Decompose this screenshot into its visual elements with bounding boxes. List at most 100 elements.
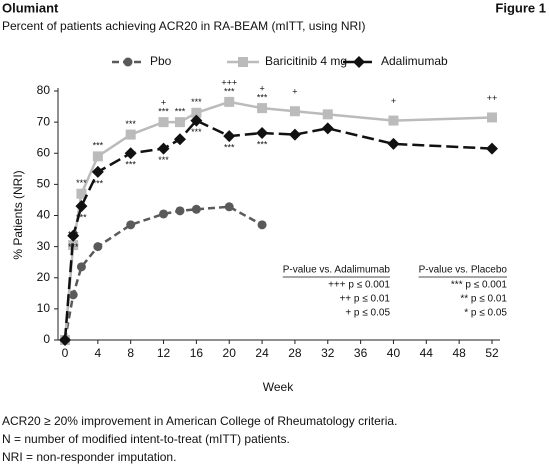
- significance-label: ***: [257, 92, 268, 102]
- x-tick-label: 48: [452, 346, 466, 360]
- point: [92, 151, 103, 162]
- pvalue-key-item: * p ≤ 0.05: [464, 308, 507, 319]
- x-tick-label: 16: [190, 346, 204, 360]
- point: [289, 106, 300, 117]
- significance-label: ***: [175, 107, 186, 117]
- legend-marker: [238, 57, 248, 67]
- point: [224, 202, 234, 212]
- significance-label: ***: [125, 160, 136, 170]
- x-tick-label: 40: [387, 346, 401, 360]
- significance-label: ***: [224, 143, 235, 153]
- legend-label: Adalimumab: [381, 54, 448, 68]
- significance-label: ***: [158, 107, 169, 117]
- x-tick-label: 12: [157, 346, 171, 360]
- y-tick-label: 20: [37, 270, 51, 284]
- y-tick-label: 0: [43, 332, 50, 346]
- legend-label: Baricitinib 4 mg: [265, 54, 347, 68]
- significance-label: +: [259, 83, 264, 93]
- x-tick-label: 28: [288, 346, 302, 360]
- x-tick-label: 44: [420, 346, 434, 360]
- significance-label: ***: [76, 178, 87, 188]
- pvalue-key-item: ** p ≤ 0.01: [460, 294, 507, 305]
- y-tick-label: 80: [37, 83, 51, 97]
- point: [157, 142, 170, 155]
- point: [190, 114, 203, 127]
- point: [158, 117, 169, 128]
- significance-label: ***: [158, 155, 169, 165]
- significance-label: ***: [76, 213, 87, 223]
- y-axis-label: % Patients (NRI): [11, 170, 25, 259]
- figure-label: Figure 1: [495, 0, 546, 15]
- significance-label: +: [292, 87, 297, 97]
- significance-label: ++: [487, 93, 498, 103]
- pvalue-key-title: P-value vs. Placebo: [419, 265, 508, 276]
- point: [159, 209, 169, 219]
- significance-label: ***: [125, 119, 136, 129]
- point: [224, 96, 235, 107]
- pvalue-key-item: + p ≤ 0.05: [345, 308, 390, 319]
- point: [191, 204, 201, 214]
- legend-label: Pbo: [150, 54, 172, 68]
- point: [257, 220, 267, 230]
- x-tick-label: 32: [321, 346, 335, 360]
- point: [68, 290, 78, 300]
- significance-label: +: [391, 96, 396, 106]
- significance-label: ***: [93, 178, 104, 188]
- point: [67, 229, 80, 242]
- pvalue-key-item: *** p ≤ 0.001: [451, 280, 508, 291]
- x-tick-label: 4: [95, 346, 102, 360]
- y-tick-label: 50: [37, 177, 51, 191]
- point: [91, 165, 104, 178]
- point: [173, 133, 186, 146]
- significance-label: ***: [68, 242, 79, 252]
- y-tick-label: 70: [37, 114, 51, 128]
- legend-marker: [353, 56, 365, 68]
- footnote: ACR20 ≥ 20% improvement in American Coll…: [2, 414, 397, 428]
- point: [75, 200, 88, 213]
- series-line: [63, 205, 263, 341]
- point: [191, 107, 202, 118]
- point: [321, 122, 334, 135]
- x-tick-label: 8: [127, 346, 134, 360]
- x-axis-label: Week: [263, 380, 294, 394]
- point: [93, 242, 103, 252]
- x-tick-label: 36: [354, 346, 368, 360]
- point: [486, 142, 498, 155]
- x-tick-label: 24: [255, 346, 269, 360]
- significance-label: ***: [93, 141, 104, 151]
- point: [59, 334, 71, 346]
- point: [322, 109, 333, 120]
- point: [174, 117, 185, 128]
- point: [388, 115, 399, 126]
- footnote: N = number of modified intent-to-treat (…: [2, 432, 290, 446]
- series-line: [63, 119, 493, 341]
- point: [125, 129, 136, 140]
- point: [387, 137, 400, 150]
- y-tick-label: 30: [37, 239, 51, 253]
- x-tick-label: 52: [485, 346, 499, 360]
- significance-label: +++: [221, 77, 237, 87]
- point: [256, 127, 269, 140]
- y-tick-label: 40: [37, 208, 51, 222]
- series-line: [63, 100, 493, 341]
- point: [487, 112, 497, 123]
- point: [288, 128, 301, 141]
- pvalue-key-title: P-value vs. Adalimumab: [283, 265, 391, 276]
- point: [257, 103, 268, 114]
- significance-label: ***: [224, 86, 235, 96]
- x-tick-label: 20: [223, 346, 237, 360]
- point: [223, 130, 236, 143]
- significance-label: ***: [257, 139, 268, 149]
- point: [76, 262, 86, 272]
- header: Olumiant: [2, 0, 59, 15]
- chart-title: Percent of patients achieving ACR20 in R…: [2, 19, 365, 33]
- pvalue-key-item: ++ p ≤ 0.01: [339, 294, 390, 305]
- footnote: NRI = non-responder imputation.: [2, 450, 176, 464]
- y-tick-label: 10: [37, 301, 51, 315]
- significance-label: ***: [191, 97, 202, 107]
- pvalue-key-item: +++ p ≤ 0.001: [328, 280, 390, 291]
- point: [124, 147, 137, 160]
- significance-label: ***: [191, 127, 202, 137]
